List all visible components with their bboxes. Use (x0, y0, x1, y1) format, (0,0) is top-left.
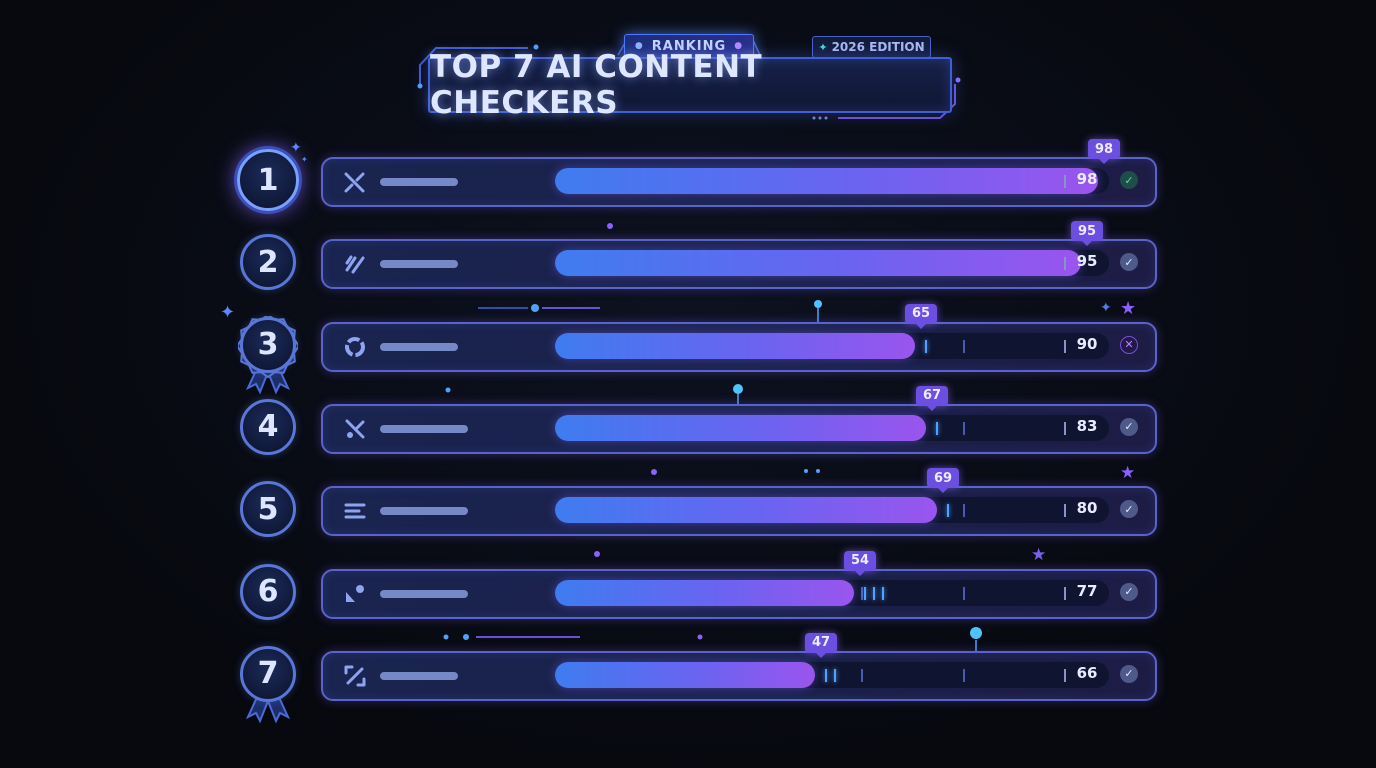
bar-fill (555, 414, 926, 441)
progress-glow-tick (882, 586, 884, 600)
rank-badge: 6 (240, 563, 296, 620)
bar-fill (555, 168, 1098, 194)
rank-badge: 7 (240, 645, 296, 702)
ranking-row: 95 ✓ (321, 239, 1157, 290)
rank-badge: 3 (240, 316, 296, 373)
progress-glow-tick (825, 668, 827, 682)
value-callout: 54 (844, 550, 877, 576)
ranking-row: 66 ✓ (321, 650, 1157, 701)
title-panel: TOP 7 AI CONTENT CHECKERS (428, 49, 952, 121)
score-value: 90 (1076, 334, 1098, 353)
value-callout: 95 (1071, 221, 1104, 247)
name-placeholder-bar (380, 507, 468, 516)
score-separator (1064, 175, 1066, 188)
bar-fill (555, 497, 937, 524)
rank-badge: 2 (240, 234, 296, 291)
check-icon: ✓ (1120, 664, 1138, 683)
edition-tag-label: 2026 EDITION (831, 40, 925, 54)
score-value: 95 (1076, 252, 1098, 271)
value-callout: 98 (1088, 139, 1121, 164)
value-callout: 67 (916, 385, 949, 411)
check-icon: ✓ (1120, 253, 1138, 272)
ranking-tag: ● RANKING ● (624, 34, 754, 58)
check-icon: ✓ (1120, 500, 1138, 519)
track-tick (861, 586, 863, 600)
score-value: 77 (1076, 581, 1098, 600)
name-placeholder-bar (380, 342, 458, 351)
svg-text:★: ★ (1120, 298, 1136, 319)
crossed-pencil-icon (343, 170, 367, 194)
track-tick (963, 668, 965, 682)
progress-glow-tick (936, 421, 938, 435)
name-placeholder-bar (380, 178, 458, 186)
svg-text:✦: ✦ (301, 155, 308, 164)
bar-fill (555, 661, 815, 688)
name-placeholder-bar (380, 424, 468, 433)
value-callout: 69 (927, 468, 960, 494)
ring-icon (343, 335, 367, 359)
svg-text:★: ★ (1031, 545, 1046, 565)
progress-glow-tick (873, 586, 875, 600)
track-tick (963, 421, 965, 435)
track-tick (963, 586, 965, 600)
slash-box-icon (343, 664, 367, 688)
rank-badge: 1 (237, 149, 299, 211)
lines-icon (343, 499, 367, 523)
progress-glow-tick (947, 504, 949, 518)
track-tick (861, 668, 863, 682)
score-separator (1064, 339, 1066, 353)
score-separator (1064, 504, 1066, 518)
score-value: 66 (1076, 663, 1098, 682)
ranking-row: 98 ✓ (321, 157, 1157, 207)
svg-text:✦: ✦ (290, 140, 302, 156)
score-value: 98 (1076, 170, 1098, 188)
progress-glow-tick (834, 668, 836, 682)
sparkle-icon: ✦ (818, 40, 828, 54)
name-placeholder-bar (380, 260, 458, 269)
ranking-row: 90 ✕ (321, 321, 1157, 372)
rank-badge: 4 (240, 398, 296, 455)
score-value: 83 (1076, 416, 1098, 435)
crossed-node-icon (343, 417, 367, 441)
svg-text:✦: ✦ (220, 302, 235, 323)
rank-badge: 5 (240, 481, 296, 538)
ranking-tag-label: RANKING (651, 38, 727, 54)
svg-text:★: ★ (1120, 463, 1135, 483)
tag-dot-right-icon: ● (734, 41, 744, 51)
slashes-icon (343, 252, 367, 276)
check-icon: ✓ (1120, 171, 1138, 189)
svg-text:✦: ✦ (1100, 300, 1112, 316)
check-icon: ✓ (1120, 417, 1138, 436)
bar-fill (555, 332, 915, 359)
page-title: TOP 7 AI CONTENT CHECKERS (430, 49, 763, 121)
check-icon: ✓ (1120, 582, 1138, 601)
ranking-row: 83 ✓ (321, 403, 1157, 454)
value-callout: 47 (805, 632, 838, 658)
track-tick (963, 504, 965, 518)
name-placeholder-bar (380, 671, 458, 680)
progress-glow-tick (864, 586, 866, 600)
score-separator (1064, 421, 1066, 435)
track-tick (963, 339, 965, 353)
progress-glow-tick (925, 339, 927, 353)
score-separator (1064, 257, 1066, 271)
score-value: 80 (1076, 499, 1098, 518)
name-placeholder-bar (380, 589, 468, 598)
ranking-row: 80 ✓ (321, 486, 1157, 537)
image-icon (343, 582, 367, 606)
bar-fill (555, 250, 1081, 277)
bar-fill (555, 579, 854, 606)
ranking-row: 77 ✓ (321, 568, 1157, 619)
edition-tag: ✦ 2026 EDITION (812, 36, 931, 58)
score-separator (1064, 586, 1066, 600)
tag-dot-left-icon: ● (634, 41, 644, 51)
value-callout: 65 (905, 303, 938, 329)
score-separator (1064, 668, 1066, 682)
cross-icon: ✕ (1120, 335, 1138, 354)
